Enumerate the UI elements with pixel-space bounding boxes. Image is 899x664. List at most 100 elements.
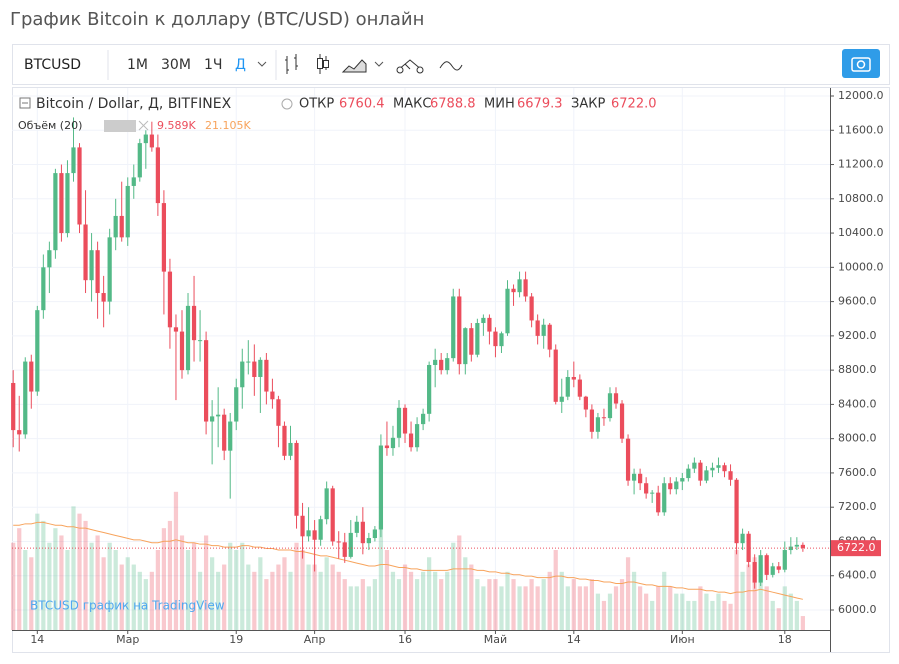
volume-bar	[505, 571, 510, 630]
candle-body	[740, 533, 745, 544]
volume-bar	[270, 571, 275, 630]
candle-body	[77, 147, 82, 225]
volume-bar	[306, 564, 311, 630]
volume-bar	[746, 564, 751, 630]
legend-value: 6788.8	[430, 97, 476, 112]
candle-body	[318, 519, 323, 540]
volume-bar	[674, 593, 679, 630]
candle-body	[475, 323, 480, 355]
y-tick-label: 10800.0	[838, 192, 884, 205]
candle-body	[143, 134, 148, 144]
candle-body	[155, 147, 160, 204]
candle-body	[59, 173, 64, 234]
volume-bar	[246, 564, 251, 630]
study-icons[interactable]	[104, 120, 136, 132]
legend-series: Bitcoin / Dollar, Д, BITFINEX	[36, 96, 232, 112]
eye-icon[interactable]	[281, 98, 293, 110]
candle-body	[414, 424, 420, 448]
volume-bar	[131, 564, 136, 630]
volume-bar	[77, 513, 82, 630]
volume-bar	[167, 520, 173, 630]
x-tick-label: 14	[567, 633, 581, 646]
volume-bar	[782, 586, 787, 630]
candle-body	[342, 542, 347, 557]
volume-bar	[487, 579, 492, 630]
plot	[11, 88, 830, 630]
volume-bar	[583, 586, 588, 630]
candle-body	[710, 467, 715, 471]
candle-body	[179, 331, 185, 371]
candle-body	[511, 288, 516, 293]
candle-body	[698, 462, 703, 481]
volume-bar	[541, 579, 546, 630]
symbol[interactable]: BTCUSD	[24, 57, 81, 73]
volume-bar	[619, 579, 625, 630]
volume-bar	[222, 564, 227, 630]
volume-bar	[794, 600, 799, 630]
candle-body	[559, 396, 564, 402]
candle-body	[680, 478, 685, 482]
candle-body	[433, 359, 438, 365]
candle-body	[216, 414, 221, 417]
volume-bar	[644, 593, 649, 630]
candle-body	[390, 437, 396, 449]
candle-body	[360, 521, 365, 544]
remove-icon[interactable]	[138, 120, 149, 131]
volume-bar	[770, 600, 775, 630]
volume-ma-value: 21.105K	[205, 119, 251, 132]
y-tick-label: 8800.0	[838, 363, 877, 376]
volume-bar	[288, 571, 293, 630]
watermark[interactable]: BTCUSD график на TradingView	[30, 599, 225, 613]
candle-body	[481, 317, 486, 324]
candle-body	[312, 530, 317, 540]
volume-bar	[35, 513, 40, 630]
legend-label: ОТКР	[299, 97, 334, 112]
interval[interactable]: 1М	[127, 57, 148, 73]
candle-body	[619, 403, 625, 439]
volume-bar	[776, 608, 781, 630]
candle-body	[607, 393, 613, 419]
interval[interactable]: 30М	[161, 57, 191, 73]
area-icon[interactable]	[341, 59, 367, 73]
volume-bar	[662, 571, 667, 630]
volume-bar	[53, 528, 58, 630]
candle-body	[535, 320, 540, 336]
candle-body	[722, 465, 727, 472]
snapshot-button[interactable]	[842, 49, 880, 78]
volume-bar	[451, 542, 456, 630]
candle-body	[402, 407, 408, 434]
volume-bar	[427, 557, 432, 630]
volume-bar	[553, 550, 558, 630]
indicators-icon[interactable]	[397, 59, 423, 71]
candle-body	[336, 541, 341, 543]
volume-bar	[402, 564, 408, 630]
volume-bar	[752, 557, 757, 630]
volume-bar	[41, 520, 46, 630]
legend-label: МАКС	[393, 97, 431, 112]
dropdown[interactable]	[257, 61, 267, 67]
dropdown[interactable]	[374, 61, 384, 67]
volume-bar	[511, 579, 516, 630]
page-title: График Bitcoin к доллару (BTC/USD) онлай…	[10, 9, 424, 30]
volume-bar	[210, 557, 215, 630]
x-tick-label: 18	[778, 633, 792, 646]
candle-body	[487, 317, 492, 332]
candle-body	[716, 465, 721, 468]
volume-bar	[559, 571, 564, 630]
candle-body	[396, 407, 402, 438]
interval-active[interactable]: Д	[235, 57, 246, 73]
candle-body	[131, 177, 136, 186]
volume-bar	[216, 571, 221, 630]
interval[interactable]: 1Ч	[204, 57, 223, 73]
candle-body	[137, 143, 142, 178]
candle-body	[119, 215, 124, 238]
candle-body	[270, 391, 275, 400]
volume-bar	[149, 571, 154, 630]
volume-bar	[656, 586, 661, 630]
bars-icon[interactable]	[285, 54, 298, 74]
volume-bar	[565, 586, 570, 630]
candle-body	[240, 361, 245, 388]
compare-icon[interactable]	[439, 61, 463, 71]
volume-bar	[366, 586, 371, 630]
volume-bar	[59, 535, 64, 630]
